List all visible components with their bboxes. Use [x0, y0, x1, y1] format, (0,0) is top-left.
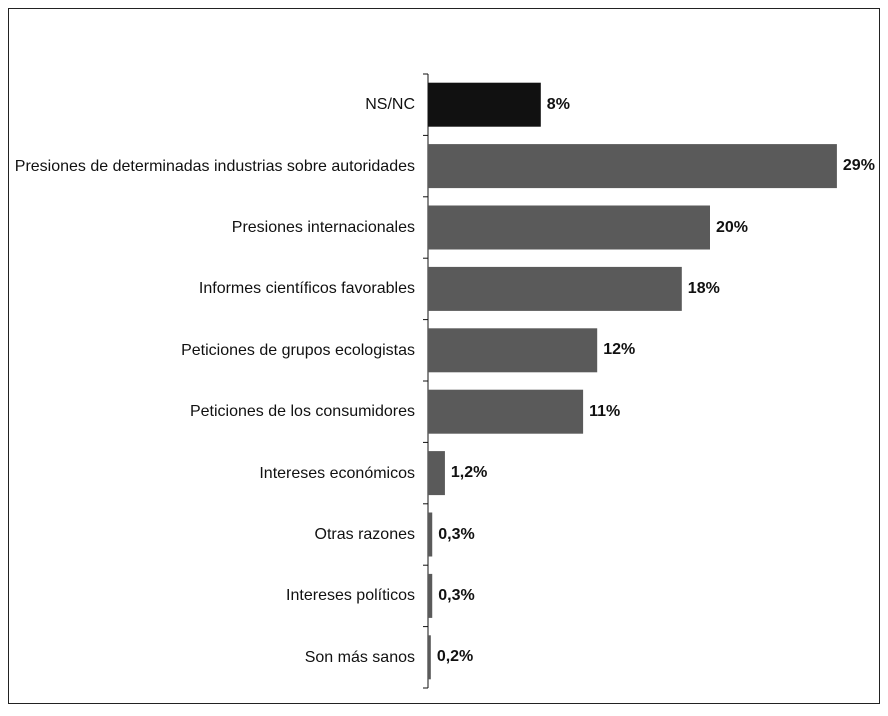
value-label: 11%: [589, 402, 621, 420]
value-label: 20%: [716, 218, 749, 236]
category-text: Intereses políticos: [286, 587, 415, 605]
category-label: Intereses políticos: [10, 565, 415, 626]
chart-frame: [8, 8, 880, 704]
category-label: Presiones de determinadas industrias sob…: [10, 135, 415, 196]
value-label: 8%: [546, 95, 570, 113]
category-text: Presiones internacionales: [231, 218, 415, 236]
value-label: 0,3%: [438, 586, 475, 604]
category-text: Informes científicos favorables: [198, 280, 415, 298]
bar: [428, 451, 445, 496]
value-label: 0,3%: [438, 525, 475, 543]
category-label: Peticiones de los consumidores: [10, 381, 415, 442]
bar: [428, 144, 837, 189]
value-label: 1,2%: [450, 464, 488, 482]
value-label: 12%: [603, 341, 636, 359]
category-text: Otras razones: [314, 525, 415, 543]
bar: [428, 573, 433, 618]
category-text: Presiones de determinadas industrias sob…: [14, 157, 415, 175]
value-label: 0,2%: [436, 648, 474, 666]
bar: [428, 512, 433, 557]
value-label: 18%: [687, 279, 720, 297]
category-label: Otras razones: [10, 504, 415, 565]
bar: [428, 266, 682, 311]
category-label: Presiones internacionales: [10, 197, 415, 258]
bar: [428, 205, 710, 250]
category-text: Intereses económicos: [259, 464, 415, 482]
value-label: 29%: [842, 157, 875, 175]
bar: [428, 328, 598, 373]
bar: [428, 635, 431, 680]
category-text: Peticiones de grupos ecologistas: [181, 341, 415, 359]
category-label: Son más sanos: [10, 627, 415, 688]
category-label: Intereses económicos: [10, 442, 415, 503]
category-label: Peticiones de grupos ecologistas: [10, 320, 415, 381]
category-label: Informes científicos favorables: [10, 258, 415, 319]
category-text: NS/NC: [365, 96, 415, 114]
category-text: Peticiones de los consumidores: [189, 403, 415, 421]
category-label: NS/NC: [10, 74, 415, 135]
category-text: Son más sanos: [304, 648, 415, 666]
bar: [428, 389, 584, 434]
bar: [428, 82, 541, 127]
